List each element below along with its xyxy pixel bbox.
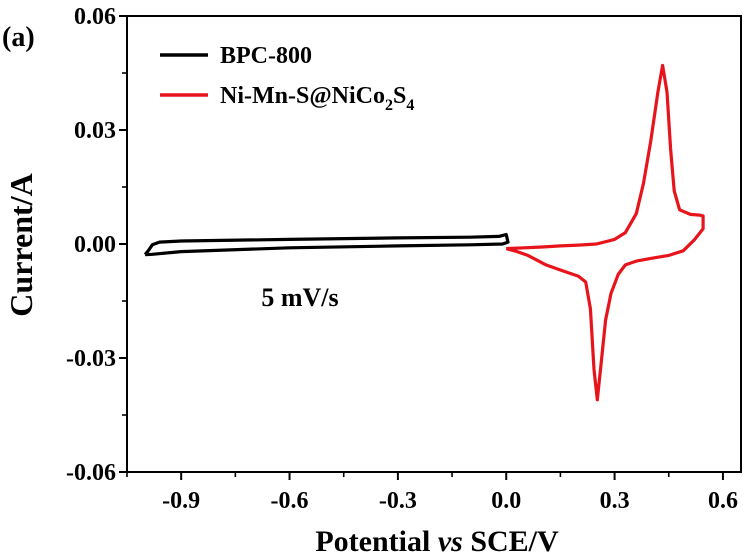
scan-rate-annotation: 5 mV/s [261,283,338,312]
y-tick-label: 0.03 [74,118,116,144]
series-line-1 [143,232,510,257]
x-axis-label: Potential vs SCE/V [315,525,559,557]
series-line-2 [505,63,705,402]
legend-label-part: S [393,83,406,109]
y-axis-label: Current/A [3,173,39,316]
axes: -0.9 -0.6 -0.3 0.0 0.3 0.6 -0.06 -0.03 0.00 0.03 0… [66,4,742,514]
x-tick-label: 0.3 [600,488,630,514]
x-tick-label: 0.0 [491,488,521,514]
legend-label-part: 4 [406,97,414,114]
x-tick-label: -0.6 [271,488,309,514]
x-axis-label-part: SCE/V [463,525,559,557]
y-tick-label: -0.03 [66,346,116,372]
legend-label-2: Ni-Mn-S@NiCo2S4 [220,83,414,114]
plot-area [143,63,705,402]
y-tick-label: 0.06 [74,4,116,30]
legend-label-part: 2 [385,97,393,114]
y-tick-label: 0.00 [74,232,116,258]
x-axis-label-part: Potential [315,525,437,557]
x-tick-label: 0.6 [708,488,738,514]
x-axis-label-vs: vs [438,525,463,557]
legend-label-1: BPC-800 [220,43,312,69]
x-tick-label: -0.3 [379,488,417,514]
y-tick-label: -0.06 [66,460,116,486]
legend-label-part: Ni-Mn-S@NiCo [220,83,385,109]
panel-label: (a) [2,22,35,53]
legend: BPC-800 Ni-Mn-S@NiCo2S4 [160,43,414,114]
x-tick-label: -0.9 [162,488,200,514]
